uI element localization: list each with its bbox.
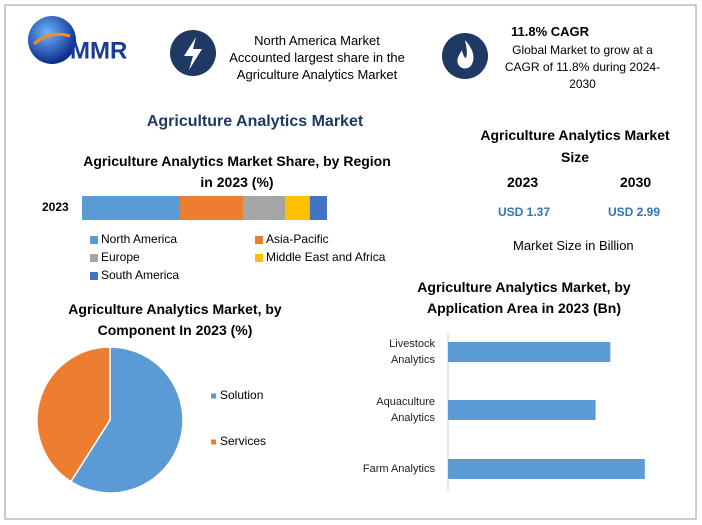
y-tick-label: Farm Analytics (362, 463, 435, 475)
y-tick-label: Aquaculture Analytics (376, 396, 435, 424)
legend-marker (211, 439, 216, 445)
legend-marker (90, 272, 98, 280)
cagr-text: Global Market to grow at a CAGR of 11.8%… (504, 43, 661, 91)
legend-label: South America (101, 268, 179, 282)
cagr-title: 11.8% CAGR (511, 24, 590, 39)
legend-label: Services (220, 434, 266, 448)
year: 2023 (507, 174, 539, 190)
legend-marker (90, 254, 98, 262)
legend-marker (211, 393, 216, 399)
size-note: Market Size in Billion (513, 238, 634, 253)
legend-marker (255, 236, 263, 244)
legend-marker (255, 254, 263, 262)
bar (448, 459, 645, 479)
flame (457, 40, 474, 69)
chart-title: Agriculture Analytics Market, by Compone… (68, 301, 282, 338)
legend-label: Europe (101, 250, 140, 264)
legend-label: North America (101, 232, 177, 246)
legend-label: Middle East and Africa (266, 250, 386, 264)
size-value: USD 1.37 (498, 205, 551, 219)
logo-text: MMR (70, 37, 127, 64)
logo-globe (28, 16, 76, 64)
bolt (184, 37, 202, 70)
flame-icon (442, 33, 488, 79)
y-tick-label: Livestock Analytics (389, 338, 435, 366)
frame (4, 4, 697, 520)
pie-slice (36, 346, 111, 483)
pie-slice (69, 346, 184, 494)
share-text: North America Market Accounted largest s… (229, 33, 405, 82)
bar-segment (285, 196, 310, 220)
logo-swoosh (33, 32, 71, 46)
year: 2030 (620, 174, 652, 190)
bar-segment (82, 196, 180, 220)
legend-label: Asia-Pacific (266, 232, 329, 246)
chart-title: Agriculture Analytics Market Share, by R… (83, 153, 391, 190)
legend-marker (90, 236, 98, 244)
bar (448, 342, 611, 362)
size-title: Agriculture Analytics Market Size (480, 127, 670, 165)
bar-segment (309, 196, 327, 220)
bar-segment (243, 196, 286, 220)
main-title: Agriculture Analytics Market (146, 113, 364, 130)
chart-title: Agriculture Analytics Market, by Applica… (417, 279, 631, 316)
legend-label: Solution (220, 388, 263, 402)
bar-segment (180, 196, 244, 220)
y-tick-label: 2023 (42, 200, 69, 214)
bar (448, 400, 596, 420)
size-value: USD 2.99 (608, 205, 661, 219)
